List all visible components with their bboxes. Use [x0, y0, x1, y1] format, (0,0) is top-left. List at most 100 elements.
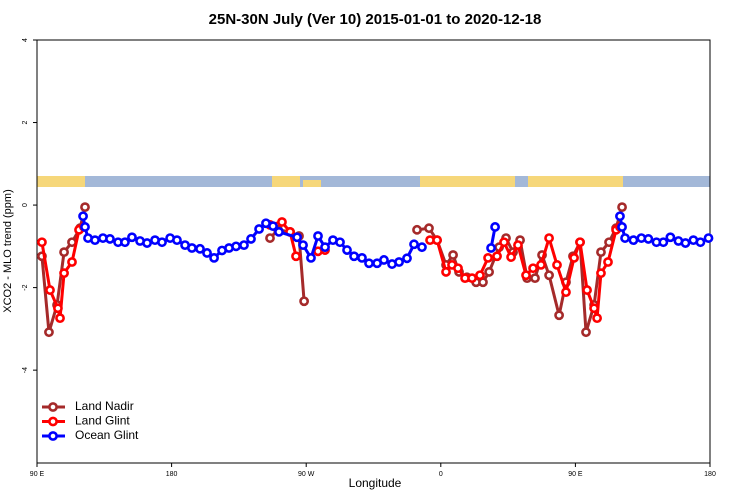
series-marker [105, 234, 115, 244]
series-marker [379, 255, 389, 265]
series-marker [80, 202, 90, 213]
y-tick-label: 0 [22, 203, 29, 207]
ocean-band [37, 176, 710, 187]
series-marker [277, 217, 287, 227]
series-marker [569, 252, 579, 263]
x-tick-label: 0 [439, 471, 443, 478]
series-marker [417, 242, 427, 253]
series-marker [412, 224, 422, 235]
series-marker [195, 243, 205, 254]
series-marker [432, 235, 442, 246]
series-marker [67, 257, 77, 267]
series-marker [306, 252, 316, 263]
series-marker [313, 231, 323, 241]
series-marker [658, 237, 669, 248]
series-marker [231, 241, 241, 252]
series-marker [581, 327, 591, 338]
land-band [420, 176, 515, 187]
series-marker [695, 237, 706, 248]
legend-marker [48, 431, 58, 441]
series-marker [544, 233, 554, 243]
series-marker [544, 270, 554, 281]
series-marker [55, 313, 65, 324]
y-tick-label: 4 [22, 38, 29, 42]
series-marker [513, 240, 523, 251]
legend-label: Land Nadir [75, 399, 134, 413]
series-marker [268, 221, 278, 232]
series-marker [172, 235, 182, 246]
legend-marker [48, 416, 58, 427]
series-marker [292, 232, 302, 243]
series-line [430, 225, 621, 320]
series-marker [617, 222, 627, 232]
series-marker [628, 235, 639, 246]
series-marker [596, 247, 606, 258]
series-marker [617, 202, 627, 213]
series-marker [490, 222, 500, 232]
series-marker [441, 267, 451, 277]
x-tick-label: 180 [704, 471, 716, 478]
series-marker [59, 247, 69, 258]
land-band [303, 180, 321, 187]
series-marker [202, 248, 212, 258]
series-marker [603, 257, 613, 267]
y-tick-label: 2 [22, 120, 29, 124]
legend-label: Land Glint [75, 414, 130, 428]
series-marker [120, 237, 130, 248]
series-marker [157, 237, 167, 248]
y-tick-label: -2 [22, 284, 29, 290]
series-marker [37, 237, 47, 248]
series-marker [592, 313, 602, 324]
series-marker [499, 237, 509, 248]
series-marker [680, 238, 691, 248]
series-marker [453, 263, 463, 274]
series-marker [483, 252, 493, 263]
series-marker [521, 270, 531, 281]
series-marker [575, 237, 585, 248]
series-marker [239, 240, 249, 251]
chart-title: 25N-30N July (Ver 10) 2015-01-01 to 2020… [209, 11, 542, 28]
x-tick-label: 90 W [298, 471, 315, 478]
series-marker [80, 222, 90, 232]
series [78, 211, 714, 269]
series [37, 217, 625, 324]
plot-frame [36, 39, 711, 464]
series-marker [484, 267, 495, 277]
series-marker [349, 251, 359, 262]
series-marker [45, 285, 55, 295]
series-marker [528, 263, 538, 274]
land-band [272, 176, 300, 187]
series-marker [402, 253, 412, 264]
series-marker [291, 251, 301, 262]
series-marker [78, 211, 88, 222]
series-marker [643, 234, 654, 244]
x-tick-label: 90 E [30, 471, 45, 478]
series-marker [561, 287, 571, 298]
series-marker [665, 232, 676, 243]
land-band [37, 176, 85, 187]
map-strip [37, 176, 710, 187]
series-marker [589, 303, 599, 314]
series-marker [703, 233, 714, 243]
series-marker [209, 252, 219, 263]
x-tick-label: 90 E [568, 471, 583, 478]
series-marker [335, 237, 345, 248]
series-marker [552, 260, 562, 270]
series-marker [187, 243, 197, 253]
series-marker [409, 239, 419, 250]
series-marker [448, 250, 458, 260]
series-marker [554, 310, 564, 321]
series-marker [142, 238, 152, 248]
series-marker [357, 252, 367, 263]
series-marker [127, 232, 137, 243]
series-marker [615, 211, 625, 222]
series-marker [596, 268, 606, 279]
series-marker [90, 235, 100, 246]
series-marker [254, 224, 264, 234]
x-axis-label: Longitude [349, 476, 402, 490]
series-marker [44, 327, 54, 338]
series-marker [246, 234, 256, 244]
series-marker [492, 251, 502, 262]
